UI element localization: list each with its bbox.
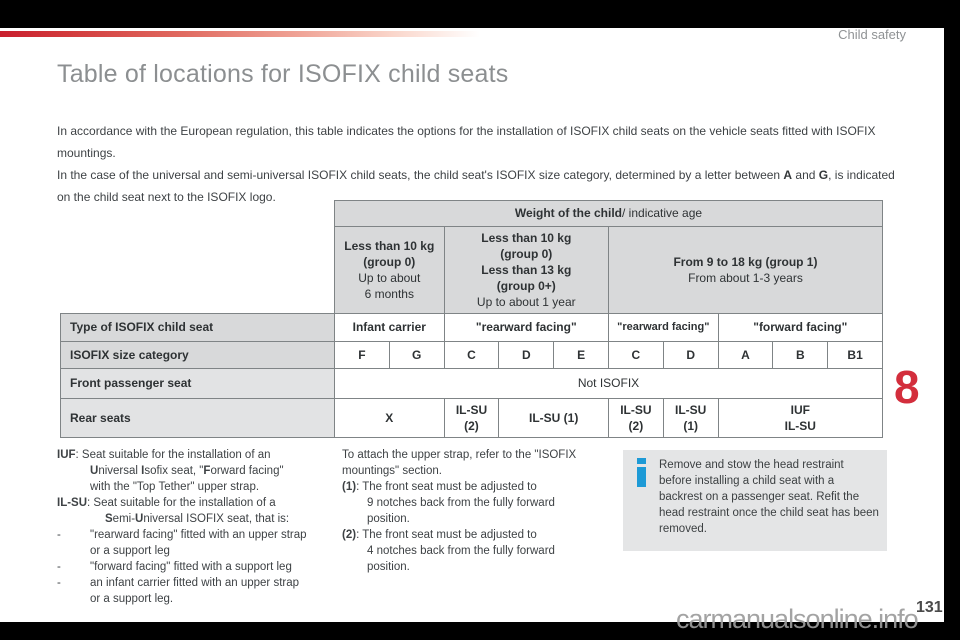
section-label: Child safety xyxy=(838,27,906,42)
row-header-type: Type of ISOFIX child seat xyxy=(60,313,334,341)
rear-cell-ilsu2-a: IL-SU (2) xyxy=(443,398,499,437)
legend-column: IUF: Seat suitable for the installation … xyxy=(57,447,335,607)
intro-paragraph-1: In accordance with the European regulati… xyxy=(57,124,876,160)
size-cell-b1: B1 xyxy=(827,341,882,368)
size-cell-e: E xyxy=(553,341,608,368)
instr-note1-line1: (1): The front seat must be adjusted to xyxy=(342,481,537,493)
watermark: carmanualsonline.info xyxy=(676,604,919,634)
size-cell-d2: D xyxy=(662,341,718,368)
group0-age-2: 6 months xyxy=(364,287,414,301)
page-title: Table of locations for ISOFIX child seat… xyxy=(57,60,509,88)
size-cell-c1: C xyxy=(443,341,499,368)
group1-weight: From 9 to 18 kg (group 1) xyxy=(673,255,818,269)
right-black-bar xyxy=(944,0,960,640)
legend-iuf-line1: IUF: Seat suitable for the installation … xyxy=(57,449,271,461)
size-cell-b: B xyxy=(772,341,828,368)
legend-ilsu-line2: Semi-Universal ISOFIX seat, that is: xyxy=(105,513,290,525)
size-cell-d1: D xyxy=(498,341,554,368)
size-cell-g: G xyxy=(388,341,444,368)
bullet-rearward-text: "rearward facing" fitted with an upper s… xyxy=(90,529,307,541)
row-header-size-category: ISOFIX size category xyxy=(60,341,334,368)
note-text: Remove and stow the head restraint befor… xyxy=(659,459,879,535)
legend-iuf-line3: with the "Top Tether" upper strap. xyxy=(90,481,260,493)
rear-ilsu2b-line2: (2) xyxy=(628,419,644,433)
page-number: 131 xyxy=(916,599,943,616)
intro-text: In accordance with the European regulati… xyxy=(57,120,902,208)
group0plus-label-1: (group 0) xyxy=(500,247,553,261)
rear-ilsu2a-line2: (2) xyxy=(464,419,479,433)
bullet-dash: - xyxy=(57,529,61,541)
row-header-rear-seats: Rear seats xyxy=(60,398,334,437)
instr-line2: mountings" section. xyxy=(342,465,442,477)
rear-ilsu2a-line1: IL-SU xyxy=(455,403,488,417)
bullet-dash: - xyxy=(57,561,61,573)
table-corner-blank xyxy=(60,200,334,313)
group0-label: (group 0) xyxy=(363,255,416,269)
front-seat-value: Not ISOFIX xyxy=(334,368,882,398)
intro-paragraph-2: In the case of the universal and semi-un… xyxy=(57,168,895,204)
legend-bullet-infant-cont: or a support leg. xyxy=(90,593,174,605)
size-cell-a: A xyxy=(717,341,773,368)
type-cell-forward: "forward facing" xyxy=(717,313,882,341)
group0-age-1: Up to about xyxy=(358,271,421,285)
rear-cell-iuf: IUF IL-SU xyxy=(717,398,882,437)
group0-weight: Less than 10 kg xyxy=(344,239,435,253)
legend-bullet-infant: - an infant carrier fitted with an upper… xyxy=(57,575,335,591)
group0plus-label-2: (group 0+) xyxy=(496,279,556,293)
rear-cell-x: X xyxy=(334,398,444,437)
info-icon xyxy=(637,458,646,487)
legend-iuf-line2: Universal Isofix seat, "Forward facing" xyxy=(90,465,284,477)
instructions-column: To attach the upper strap, refer to the … xyxy=(342,447,622,575)
rear-cell-ilsu2-b: IL-SU (2) xyxy=(607,398,663,437)
rear-cell-ilsu1-a: IL-SU (1) xyxy=(498,398,608,437)
top-black-bar xyxy=(0,0,960,28)
instr-note1-line2: 9 notches back from the fully forward xyxy=(367,497,555,509)
type-cell-rearward-1: "rearward facing" xyxy=(443,313,608,341)
red-accent-rule xyxy=(0,31,480,37)
rear-ilsu1b-line1: IL-SU xyxy=(675,403,707,417)
group1-age: From about 1-3 years xyxy=(688,271,803,285)
bullet-forward-text: "forward facing" fitted with a support l… xyxy=(90,561,292,573)
group0plus-weight-2: Less than 13 kg xyxy=(481,263,572,277)
bottom-black-bar xyxy=(0,622,960,640)
isofix-locations-table: Weight of the child / indicative age Les… xyxy=(60,200,883,438)
weight-group-0-cell: Less than 10 kg (group 0) Up to about 6 … xyxy=(334,226,444,313)
instr-note1-line3: position. xyxy=(367,513,410,525)
bullet-dash: - xyxy=(57,577,61,589)
group0plus-weight-1: Less than 10 kg xyxy=(481,231,572,245)
group0plus-age: Up to about 1 year xyxy=(476,295,576,309)
legend-bullet-rearward-cont: or a support leg xyxy=(90,545,170,557)
legend-bullet-rearward: - "rearward facing" fitted with an upper… xyxy=(57,527,335,543)
legend-ilsu-line1: IL-SU: Seat suitable for the installatio… xyxy=(57,497,276,509)
instr-note2-line3: position. xyxy=(367,561,410,573)
instr-note2-line1: (2): The front seat must be adjusted to xyxy=(342,529,537,541)
rear-cell-ilsu1-b: IL-SU (1) xyxy=(662,398,718,437)
type-cell-rearward-2: "rearward facing" xyxy=(607,313,718,341)
weight-header-cell: Weight of the child / indicative age xyxy=(334,200,882,226)
weight-group-1-cell: From 9 to 18 kg (group 1) From about 1-3… xyxy=(607,226,882,313)
row-header-front-seat: Front passenger seat xyxy=(60,368,334,398)
type-cell-infant-carrier: Infant carrier xyxy=(334,313,444,341)
info-note-box: Remove and stow the head restraint befor… xyxy=(623,450,887,551)
weight-group-0plus-cell: Less than 10 kg (group 0) Less than 13 k… xyxy=(443,226,608,313)
chapter-number: 8 xyxy=(894,361,920,413)
instr-line1: To attach the upper strap, refer to the … xyxy=(342,449,577,461)
legend-bullet-forward: - "forward facing" fitted with a support… xyxy=(57,559,335,575)
rear-ilsu2b-line1: IL-SU xyxy=(620,403,652,417)
instr-note2-line2: 4 notches back from the fully forward xyxy=(367,545,555,557)
rear-iuf-line2: IL-SU xyxy=(784,419,816,433)
size-cell-f: F xyxy=(334,341,389,368)
bullet-infant-text: an infant carrier fitted with an upper s… xyxy=(90,577,300,589)
size-cell-c2: C xyxy=(607,341,663,368)
rear-iuf-line1: IUF xyxy=(790,403,810,417)
rear-ilsu1b-line2: (1) xyxy=(683,419,699,433)
